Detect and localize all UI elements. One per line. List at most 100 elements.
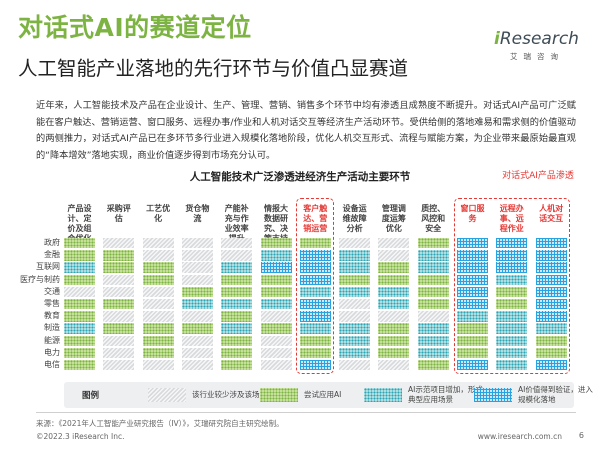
matrix-cell <box>496 335 528 346</box>
website-link[interactable]: www.iresearch.com.cn <box>477 432 562 441</box>
matrix-cell <box>142 299 174 310</box>
matrix-cell <box>260 335 292 346</box>
matrix-cell <box>64 262 95 273</box>
matrix-cell <box>378 323 410 334</box>
matrix-cell <box>457 286 488 298</box>
matrix-cell <box>378 299 410 310</box>
matrix-cell <box>181 274 213 285</box>
matrix-cell <box>417 360 449 371</box>
matrix-cell <box>417 347 449 359</box>
matrix-cell <box>496 238 528 249</box>
legend-swatch-demo <box>364 388 402 402</box>
matrix-cell <box>64 347 95 359</box>
brand-logo: iResearch 艾瑞咨询 <box>494 29 579 62</box>
matrix-cell <box>142 347 174 359</box>
legend-title: 图例 <box>82 391 100 401</box>
matrix-cell <box>142 323 174 334</box>
row-label: 能源 <box>44 335 60 345</box>
column-header: 管理调度运筹优化 <box>381 204 406 233</box>
matrix-cell <box>535 286 567 298</box>
column-header: 客户触达、营销运营 <box>303 204 328 233</box>
column-header: 远程办事、远程作业 <box>499 204 524 233</box>
matrix-cell <box>142 250 174 261</box>
matrix-cell <box>181 347 213 359</box>
matrix-cell <box>181 299 213 310</box>
matrix-cell <box>64 238 95 249</box>
column-header: 工艺优化 <box>146 204 171 223</box>
row-label: 制造 <box>44 323 60 333</box>
matrix-cell <box>299 347 331 359</box>
matrix-cell <box>339 323 371 334</box>
row-label: 教育 <box>44 311 60 321</box>
legend-swatch-try <box>260 388 298 402</box>
source-note: 来源：《2021年人工智能产业研究报告（IV）》，艾瑞研究院自主研究绘制。 <box>36 419 284 428</box>
matrix-cell <box>299 238 331 249</box>
matrix-cell <box>457 347 488 359</box>
matrix-cell <box>142 286 174 298</box>
matrix-cell <box>103 323 135 334</box>
matrix-cell <box>221 323 253 334</box>
matrix-cell <box>378 262 410 273</box>
matrix-cell <box>103 311 135 322</box>
matrix-cell <box>457 360 488 371</box>
matrix-cell <box>64 286 95 298</box>
matrix-cell <box>181 360 213 371</box>
column-header: 窗口服务 <box>460 204 485 223</box>
matrix-cell <box>64 274 95 285</box>
page-number: 6 <box>578 431 584 440</box>
matrix-cell <box>142 360 174 371</box>
matrix-cell <box>181 250 213 261</box>
matrix-cell <box>221 262 253 273</box>
matrix-cell <box>299 335 331 346</box>
matrix-cell <box>221 238 253 249</box>
matrix-cell <box>535 311 567 322</box>
matrix-cell <box>535 335 567 346</box>
matrix-cell <box>221 250 253 261</box>
matrix-cell <box>378 286 410 298</box>
matrix-cell <box>64 323 95 334</box>
matrix-cell <box>339 250 371 261</box>
matrix-cell <box>496 286 528 298</box>
matrix-cell <box>496 323 528 334</box>
matrix-cell <box>417 250 449 261</box>
matrix-cell <box>221 360 253 371</box>
matrix-cell <box>260 311 292 322</box>
matrix-cell <box>417 262 449 273</box>
brand-chinese-name: 艾瑞咨询 <box>510 52 564 61</box>
matrix-cell <box>378 347 410 359</box>
matrix-cell <box>103 335 135 346</box>
footer-divider <box>36 412 576 413</box>
matrix-cell <box>496 250 528 261</box>
matrix-cell <box>142 262 174 273</box>
matrix-cell <box>142 238 174 249</box>
matrix-cell <box>260 323 292 334</box>
matrix-cell <box>103 274 135 285</box>
matrix-cell <box>378 238 410 249</box>
matrix-cell <box>417 299 449 310</box>
highlight-box <box>296 198 335 375</box>
matrix-cell <box>339 335 371 346</box>
intro-paragraph: 近年来，人工智能技术及产品在企业设计、生产、管理、营销、销售多个环节中均有渗透且… <box>36 100 576 161</box>
matrix-cell <box>339 274 371 285</box>
brand-wordmark: iResearch <box>494 29 579 49</box>
legend-label-scale: AI价值得到验证，进入规模化落地 <box>518 385 593 404</box>
row-label: 交通 <box>44 286 60 296</box>
matrix-cell <box>496 274 528 285</box>
matrix-cell <box>221 274 253 285</box>
matrix-cell <box>378 335 410 346</box>
row-label: 电信 <box>44 360 60 369</box>
matrix-cell <box>260 347 292 359</box>
column-header: 设备运维故障分析 <box>342 204 367 233</box>
matrix-cell <box>299 311 331 322</box>
matrix-cell <box>260 286 292 298</box>
copyright: ©2022.3 iResearch Inc. <box>36 432 125 441</box>
matrix-cell <box>299 299 331 310</box>
matrix-cell <box>299 360 331 371</box>
column-header: 人机对话交互 <box>539 204 564 223</box>
page-subtitle: 人工智能产业落地的先行环节与价值凸显赛道 <box>18 57 409 80</box>
matrix-cell <box>103 347 135 359</box>
matrix-cell <box>496 311 528 322</box>
matrix-cell <box>457 335 488 346</box>
column-header: 质控、风控和安全 <box>421 204 446 233</box>
